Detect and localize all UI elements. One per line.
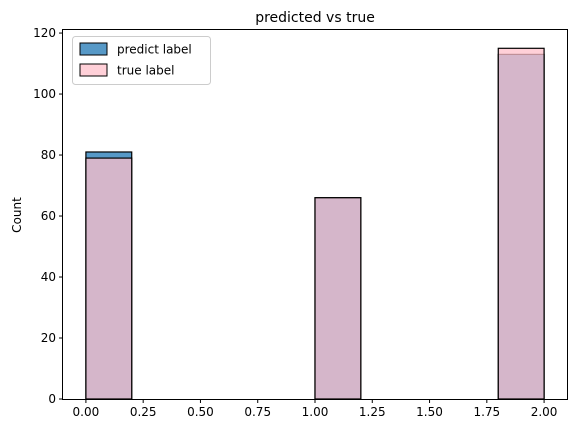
- x-tick-label: 0.00: [73, 405, 100, 419]
- x-axis-ticks: 0.00 0.25 0.50 0.75 1.00 1.25 1.50 1.75 2.00: [73, 399, 558, 419]
- legend-label-predict-label: predict label: [117, 43, 192, 57]
- y-tick-label: 0: [48, 392, 56, 406]
- bar-true-label-2: [497, 47, 545, 400]
- y-tick-label: 20: [41, 331, 56, 345]
- y-axis-label: Count: [10, 197, 24, 233]
- legend: predict label true label: [72, 36, 211, 85]
- bar-true-label-1: [314, 197, 362, 400]
- y-tick-label: 60: [41, 209, 56, 223]
- legend-label-true-label: true label: [117, 64, 174, 78]
- legend-swatch-true-label: [79, 63, 108, 77]
- bars-layer: [85, 47, 545, 400]
- y-tick-label: 40: [41, 270, 56, 284]
- y-tick-label: 100: [33, 87, 56, 101]
- bar-true-label-0: [85, 157, 133, 400]
- x-tick-label: 0.50: [187, 405, 214, 419]
- plot-frame: [62, 29, 568, 400]
- y-tick-label: 120: [33, 26, 56, 40]
- x-tick-label: 0.75: [244, 405, 271, 419]
- chart-title: predicted vs true: [255, 10, 375, 26]
- x-tick-label: 1.00: [302, 405, 329, 419]
- x-tick-label: 2.00: [531, 405, 558, 419]
- x-tick-label: 1.50: [416, 405, 443, 419]
- y-tick-label: 80: [41, 148, 56, 162]
- legend-swatch-predict-label: [79, 42, 108, 56]
- y-axis-ticks: 0 20 40 60 80 100 120: [33, 26, 63, 406]
- x-tick-label: 0.25: [130, 405, 157, 419]
- x-tick-label: 1.75: [473, 405, 500, 419]
- x-tick-label: 1.25: [359, 405, 386, 419]
